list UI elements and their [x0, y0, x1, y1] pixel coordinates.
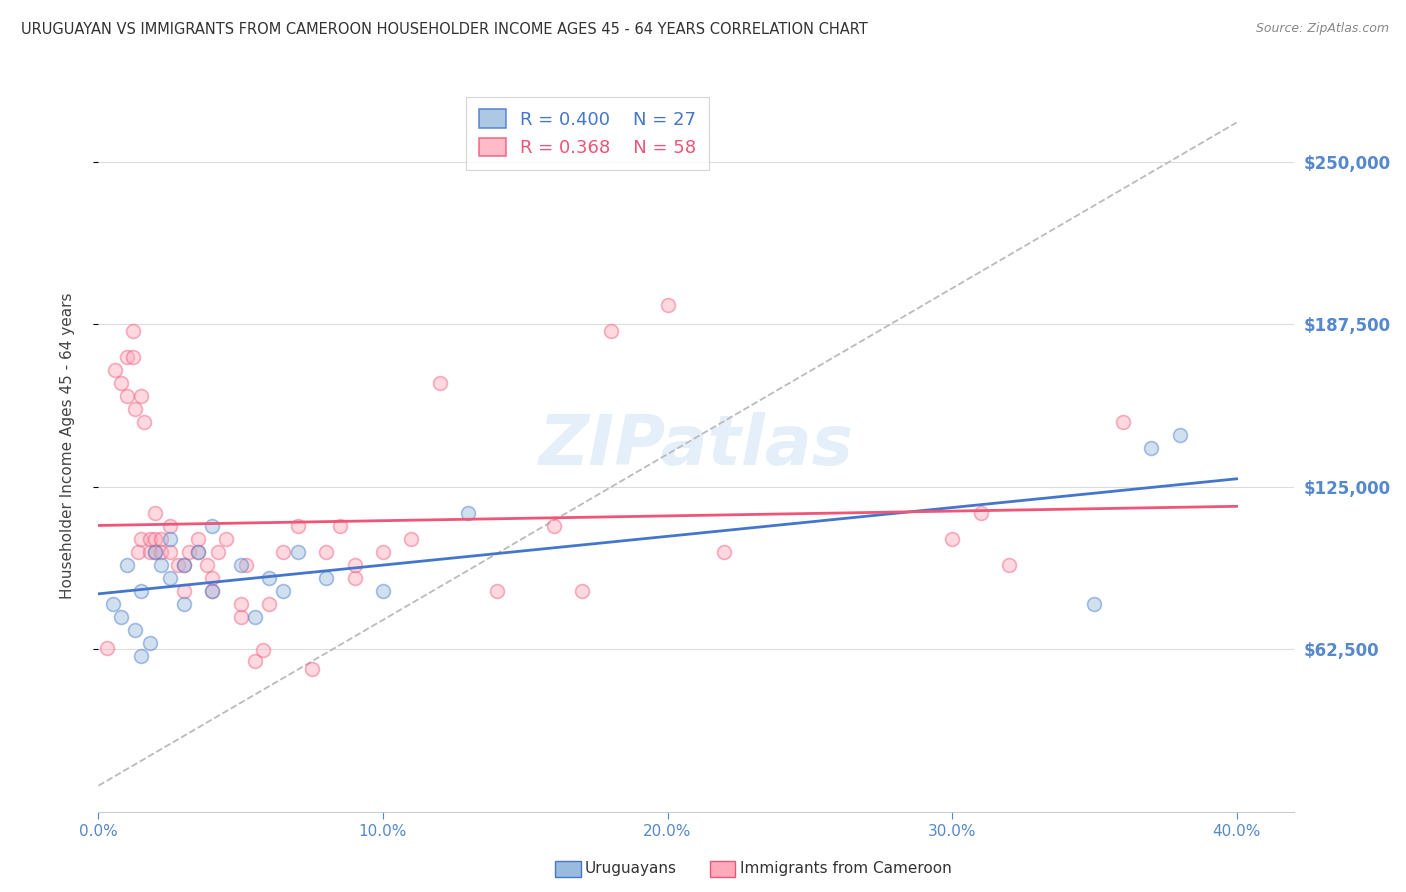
- Point: [657, 297, 679, 311]
- Point: [104, 362, 127, 376]
- Point: [110, 376, 132, 390]
- Point: [187, 544, 209, 558]
- Point: [124, 623, 146, 637]
- Point: [124, 401, 146, 416]
- Point: [138, 544, 160, 558]
- Point: [401, 532, 423, 546]
- Point: [101, 597, 124, 611]
- Point: [150, 558, 173, 572]
- Point: [129, 389, 152, 403]
- Point: [252, 643, 274, 657]
- Point: [343, 571, 366, 585]
- Point: [179, 544, 201, 558]
- Point: [941, 532, 963, 546]
- Point: [115, 389, 138, 403]
- Point: [229, 597, 252, 611]
- Point: [138, 532, 160, 546]
- Point: [150, 532, 173, 546]
- Point: [1083, 597, 1105, 611]
- Point: [207, 544, 229, 558]
- Point: [173, 558, 195, 572]
- Point: [713, 544, 735, 558]
- Point: [1140, 441, 1163, 455]
- Point: [201, 583, 224, 598]
- Point: [150, 544, 173, 558]
- Point: [173, 558, 195, 572]
- Point: [121, 324, 143, 338]
- Point: [371, 544, 394, 558]
- Point: [129, 583, 152, 598]
- Point: [138, 635, 160, 649]
- Text: Source: ZipAtlas.com: Source: ZipAtlas.com: [1256, 22, 1389, 36]
- Point: [457, 506, 479, 520]
- Point: [329, 518, 352, 533]
- Point: [143, 506, 166, 520]
- Point: [129, 648, 152, 663]
- Point: [343, 558, 366, 572]
- Point: [143, 544, 166, 558]
- Point: [315, 544, 337, 558]
- Legend: R = 0.400    N = 27, R = 0.368    N = 58: R = 0.400 N = 27, R = 0.368 N = 58: [465, 96, 709, 169]
- Point: [115, 558, 138, 572]
- Point: [159, 518, 181, 533]
- Point: [143, 544, 166, 558]
- Point: [187, 544, 209, 558]
- Point: [1112, 415, 1135, 429]
- Point: [167, 558, 190, 572]
- Point: [201, 583, 224, 598]
- Point: [143, 532, 166, 546]
- Point: [287, 544, 309, 558]
- Point: [371, 583, 394, 598]
- Point: [229, 558, 252, 572]
- Y-axis label: Householder Income Ages 45 - 64 years: Householder Income Ages 45 - 64 years: [60, 293, 75, 599]
- Point: [201, 518, 224, 533]
- Point: [287, 518, 309, 533]
- Point: [96, 640, 118, 655]
- Point: [115, 350, 138, 364]
- Point: [273, 583, 295, 598]
- Point: [273, 544, 295, 558]
- Point: [257, 597, 280, 611]
- Point: [301, 662, 323, 676]
- Point: [121, 350, 143, 364]
- Point: [315, 571, 337, 585]
- Point: [159, 532, 181, 546]
- Point: [127, 544, 149, 558]
- Point: [571, 583, 593, 598]
- Text: URUGUAYAN VS IMMIGRANTS FROM CAMEROON HOUSEHOLDER INCOME AGES 45 - 64 YEARS CORR: URUGUAYAN VS IMMIGRANTS FROM CAMEROON HO…: [21, 22, 868, 37]
- Point: [129, 532, 152, 546]
- Point: [215, 532, 238, 546]
- Point: [201, 571, 224, 585]
- Point: [110, 609, 132, 624]
- Point: [173, 583, 195, 598]
- Text: Uruguayans: Uruguayans: [585, 862, 676, 876]
- Point: [543, 518, 565, 533]
- Point: [243, 609, 266, 624]
- Point: [1168, 427, 1191, 442]
- Point: [485, 583, 508, 598]
- Point: [132, 415, 155, 429]
- Point: [159, 571, 181, 585]
- Point: [229, 609, 252, 624]
- Point: [235, 558, 257, 572]
- Point: [187, 532, 209, 546]
- Text: Immigrants from Cameroon: Immigrants from Cameroon: [740, 862, 952, 876]
- Point: [599, 324, 621, 338]
- Point: [998, 558, 1021, 572]
- Point: [243, 654, 266, 668]
- Point: [173, 597, 195, 611]
- Point: [257, 571, 280, 585]
- Point: [195, 558, 218, 572]
- Point: [159, 544, 181, 558]
- Point: [429, 376, 451, 390]
- Text: ZIPatlas: ZIPatlas: [538, 412, 853, 480]
- Point: [969, 506, 991, 520]
